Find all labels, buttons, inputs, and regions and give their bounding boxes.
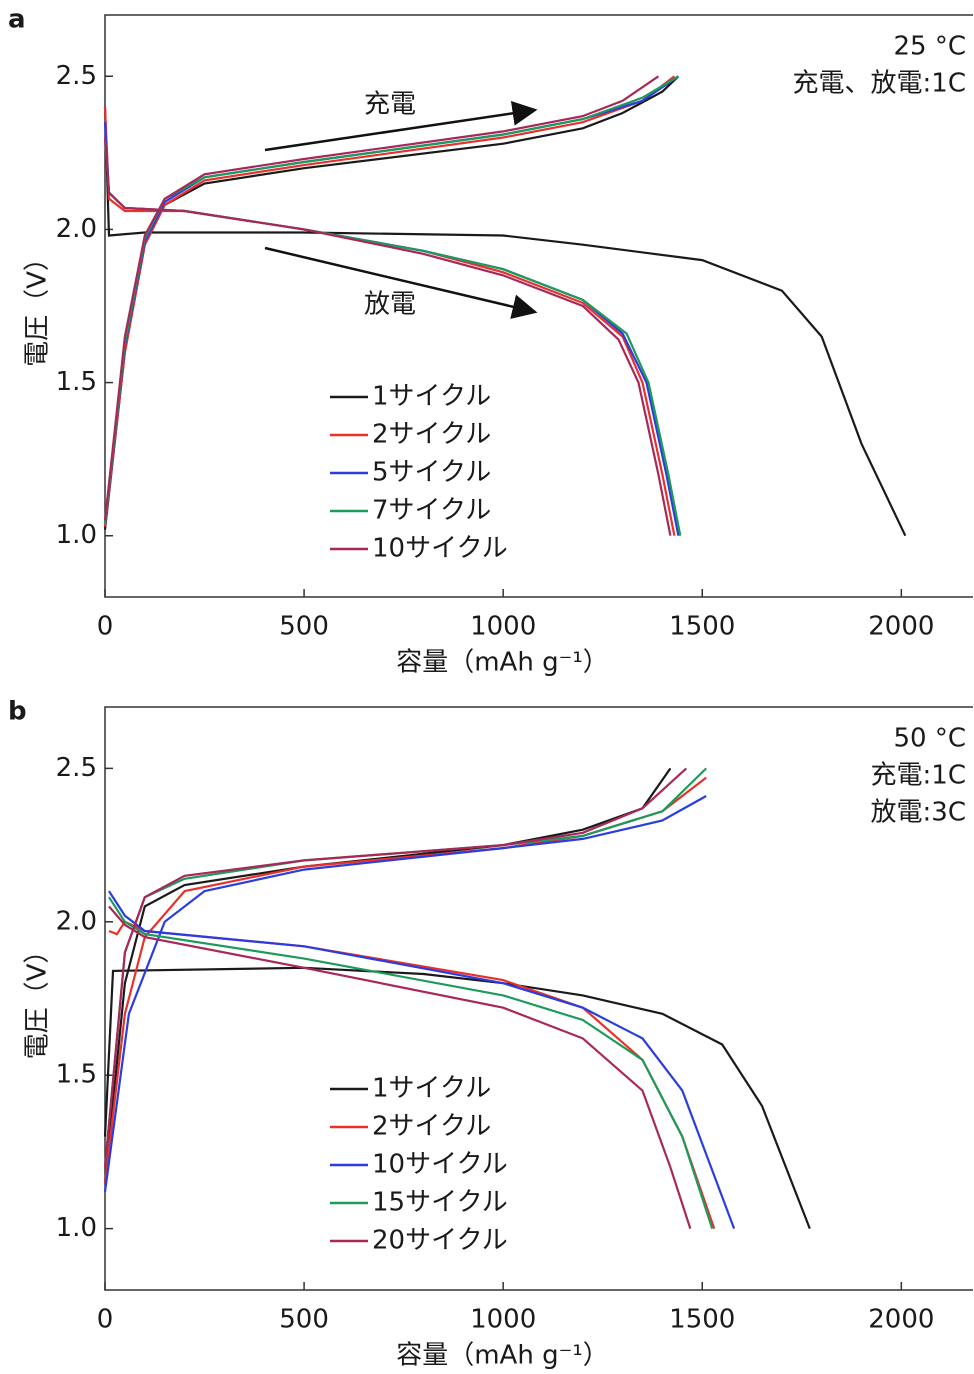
panel-label: a [8, 5, 26, 35]
legend-label: 1サイクル [372, 382, 491, 412]
y-tick-label: 1.5 [56, 1060, 97, 1090]
condition-label: 充電:1C [871, 761, 966, 791]
condition-label: 放電:3C [871, 798, 966, 828]
panel-label: b [8, 697, 27, 727]
condition-label: 50 °C [893, 724, 966, 754]
legend-label: 2サイクル [372, 1112, 491, 1142]
plot-frame [104, 14, 973, 598]
data-line [103, 795, 736, 1229]
condition-label: 充電、放電:1C [793, 69, 966, 99]
x-tick-label: 0 [97, 1305, 114, 1335]
legend-label: 7サイクル [372, 496, 491, 526]
x-tick-label: 1000 [470, 1305, 536, 1335]
x-tick-label: 500 [279, 1305, 329, 1335]
legend-label: 20サイクル [372, 1226, 508, 1256]
legend-label: 5サイクル [372, 458, 491, 488]
x-tick-label: 500 [279, 612, 329, 642]
y-tick-label: 2.5 [56, 61, 97, 91]
y-tick-label: 2.0 [56, 906, 97, 936]
y-axis-label: 電圧（V） [23, 938, 53, 1060]
arrow-label: 充電 [364, 90, 416, 120]
data-line [103, 75, 672, 536]
discharge-arrow [264, 246, 538, 319]
arrow-label: 放電 [364, 290, 416, 320]
charge-arrow [264, 100, 538, 152]
plot-frame [104, 706, 973, 1291]
y-tick-label: 1.5 [56, 367, 97, 397]
legend-label: 10サイクル [372, 1150, 508, 1180]
x-tick-label: 1500 [669, 1305, 735, 1335]
y-tick-label: 2.5 [56, 753, 97, 783]
x-tick-label: 1000 [470, 612, 536, 642]
legend-label: 10サイクル [372, 534, 508, 564]
x-axis-label: 容量（mAh g⁻¹） [396, 648, 609, 678]
y-tick-label: 2.0 [56, 214, 97, 244]
data-line [103, 767, 692, 1229]
x-tick-label: 2000 [868, 612, 934, 642]
y-tick-label: 1.0 [56, 1213, 97, 1243]
legend-label: 1サイクル [372, 1074, 491, 1104]
condition-label: 25 °C [893, 32, 966, 62]
y-tick-label: 1.0 [56, 520, 97, 550]
legend-label: 2サイクル [372, 420, 491, 450]
legend-label: 15サイクル [372, 1188, 508, 1218]
x-tick-label: 2000 [868, 1305, 934, 1335]
y-axis-label: 電圧（V） [23, 245, 53, 367]
x-tick-label: 1500 [669, 612, 735, 642]
x-tick-label: 0 [97, 612, 114, 642]
x-axis-label: 容量（mAh g⁻¹） [396, 1341, 609, 1371]
